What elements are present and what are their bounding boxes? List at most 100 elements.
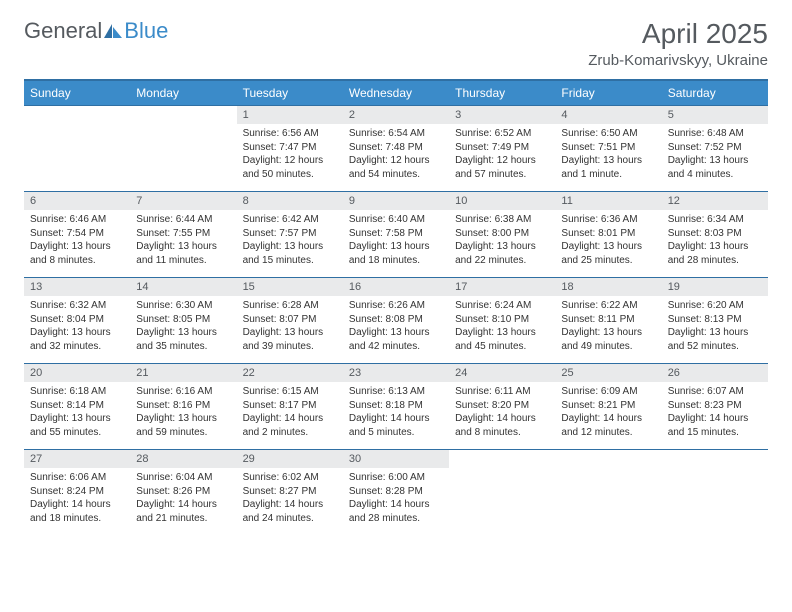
day-details: Sunrise: 6:28 AMSunset: 8:07 PMDaylight:… xyxy=(237,296,343,357)
header: General Blue April 2025 Zrub-Komarivskyy… xyxy=(24,18,768,69)
day-details: Sunrise: 6:04 AMSunset: 8:26 PMDaylight:… xyxy=(130,468,236,529)
day-number: 1 xyxy=(237,106,343,124)
day-number: 2 xyxy=(343,106,449,124)
day-details: Sunrise: 6:26 AMSunset: 8:08 PMDaylight:… xyxy=(343,296,449,357)
calendar-cell: 19Sunrise: 6:20 AMSunset: 8:13 PMDayligh… xyxy=(662,278,768,364)
calendar-cell: 26Sunrise: 6:07 AMSunset: 8:23 PMDayligh… xyxy=(662,364,768,450)
location: Zrub-Komarivskyy, Ukraine xyxy=(588,52,768,69)
day-details: Sunrise: 6:32 AMSunset: 8:04 PMDaylight:… xyxy=(24,296,130,357)
calendar-cell: 17Sunrise: 6:24 AMSunset: 8:10 PMDayligh… xyxy=(449,278,555,364)
day-header: Sunday xyxy=(24,80,130,106)
calendar-cell: .. xyxy=(130,106,236,192)
day-details: Sunrise: 6:16 AMSunset: 8:16 PMDaylight:… xyxy=(130,382,236,443)
day-details: Sunrise: 6:42 AMSunset: 7:57 PMDaylight:… xyxy=(237,210,343,271)
calendar-cell: 21Sunrise: 6:16 AMSunset: 8:16 PMDayligh… xyxy=(130,364,236,450)
calendar-cell: 28Sunrise: 6:04 AMSunset: 8:26 PMDayligh… xyxy=(130,450,236,536)
calendar-cell: 16Sunrise: 6:26 AMSunset: 8:08 PMDayligh… xyxy=(343,278,449,364)
calendar-cell: 24Sunrise: 6:11 AMSunset: 8:20 PMDayligh… xyxy=(449,364,555,450)
calendar-cell: 30Sunrise: 6:00 AMSunset: 8:28 PMDayligh… xyxy=(343,450,449,536)
day-number: 20 xyxy=(24,364,130,382)
logo-sail-icon xyxy=(102,22,124,40)
day-header: Wednesday xyxy=(343,80,449,106)
day-details: Sunrise: 6:09 AMSunset: 8:21 PMDaylight:… xyxy=(555,382,661,443)
day-number: 3 xyxy=(449,106,555,124)
day-details: Sunrise: 6:44 AMSunset: 7:55 PMDaylight:… xyxy=(130,210,236,271)
calendar-cell: 10Sunrise: 6:38 AMSunset: 8:00 PMDayligh… xyxy=(449,192,555,278)
logo-text-blue: Blue xyxy=(124,18,168,44)
calendar-cell: 1Sunrise: 6:56 AMSunset: 7:47 PMDaylight… xyxy=(237,106,343,192)
day-number: 19 xyxy=(662,278,768,296)
calendar-cell: 22Sunrise: 6:15 AMSunset: 8:17 PMDayligh… xyxy=(237,364,343,450)
calendar-cell: 6Sunrise: 6:46 AMSunset: 7:54 PMDaylight… xyxy=(24,192,130,278)
day-details: Sunrise: 6:20 AMSunset: 8:13 PMDaylight:… xyxy=(662,296,768,357)
day-number: 15 xyxy=(237,278,343,296)
calendar-cell: .. xyxy=(662,450,768,536)
calendar-cell: 2Sunrise: 6:54 AMSunset: 7:48 PMDaylight… xyxy=(343,106,449,192)
day-number: 25 xyxy=(555,364,661,382)
calendar-cell: 13Sunrise: 6:32 AMSunset: 8:04 PMDayligh… xyxy=(24,278,130,364)
day-details: Sunrise: 6:34 AMSunset: 8:03 PMDaylight:… xyxy=(662,210,768,271)
day-number: 8 xyxy=(237,192,343,210)
calendar-cell: 23Sunrise: 6:13 AMSunset: 8:18 PMDayligh… xyxy=(343,364,449,450)
logo: General Blue xyxy=(24,18,168,44)
calendar-cell: 11Sunrise: 6:36 AMSunset: 8:01 PMDayligh… xyxy=(555,192,661,278)
day-header: Monday xyxy=(130,80,236,106)
day-number: 18 xyxy=(555,278,661,296)
day-details: Sunrise: 6:11 AMSunset: 8:20 PMDaylight:… xyxy=(449,382,555,443)
calendar-cell: 3Sunrise: 6:52 AMSunset: 7:49 PMDaylight… xyxy=(449,106,555,192)
day-details: Sunrise: 6:48 AMSunset: 7:52 PMDaylight:… xyxy=(662,124,768,185)
day-number: 6 xyxy=(24,192,130,210)
day-number: 29 xyxy=(237,450,343,468)
day-number: 4 xyxy=(555,106,661,124)
day-details: Sunrise: 6:40 AMSunset: 7:58 PMDaylight:… xyxy=(343,210,449,271)
day-details: Sunrise: 6:52 AMSunset: 7:49 PMDaylight:… xyxy=(449,124,555,185)
day-number: 11 xyxy=(555,192,661,210)
calendar-cell: .. xyxy=(555,450,661,536)
calendar-cell: 8Sunrise: 6:42 AMSunset: 7:57 PMDaylight… xyxy=(237,192,343,278)
day-number: 23 xyxy=(343,364,449,382)
month-title: April 2025 xyxy=(588,18,768,50)
day-number: 26 xyxy=(662,364,768,382)
day-details: Sunrise: 6:02 AMSunset: 8:27 PMDaylight:… xyxy=(237,468,343,529)
calendar-cell: 4Sunrise: 6:50 AMSunset: 7:51 PMDaylight… xyxy=(555,106,661,192)
calendar-cell: 18Sunrise: 6:22 AMSunset: 8:11 PMDayligh… xyxy=(555,278,661,364)
day-number: 9 xyxy=(343,192,449,210)
calendar-cell: 20Sunrise: 6:18 AMSunset: 8:14 PMDayligh… xyxy=(24,364,130,450)
calendar-cell: 5Sunrise: 6:48 AMSunset: 7:52 PMDaylight… xyxy=(662,106,768,192)
day-number: 12 xyxy=(662,192,768,210)
day-number: 10 xyxy=(449,192,555,210)
day-details: Sunrise: 6:24 AMSunset: 8:10 PMDaylight:… xyxy=(449,296,555,357)
day-number: 30 xyxy=(343,450,449,468)
day-details: Sunrise: 6:22 AMSunset: 8:11 PMDaylight:… xyxy=(555,296,661,357)
calendar-cell: 9Sunrise: 6:40 AMSunset: 7:58 PMDaylight… xyxy=(343,192,449,278)
calendar-cell: 27Sunrise: 6:06 AMSunset: 8:24 PMDayligh… xyxy=(24,450,130,536)
logo-text-general: General xyxy=(24,18,102,44)
calendar-cell: .. xyxy=(24,106,130,192)
calendar-table: SundayMondayTuesdayWednesdayThursdayFrid… xyxy=(24,79,768,536)
day-details: Sunrise: 6:56 AMSunset: 7:47 PMDaylight:… xyxy=(237,124,343,185)
day-header: Saturday xyxy=(662,80,768,106)
day-number: 27 xyxy=(24,450,130,468)
day-number: 7 xyxy=(130,192,236,210)
calendar-cell: 15Sunrise: 6:28 AMSunset: 8:07 PMDayligh… xyxy=(237,278,343,364)
calendar-cell: 12Sunrise: 6:34 AMSunset: 8:03 PMDayligh… xyxy=(662,192,768,278)
day-number: 5 xyxy=(662,106,768,124)
calendar-cell: .. xyxy=(449,450,555,536)
day-number: 14 xyxy=(130,278,236,296)
day-details: Sunrise: 6:36 AMSunset: 8:01 PMDaylight:… xyxy=(555,210,661,271)
day-details: Sunrise: 6:13 AMSunset: 8:18 PMDaylight:… xyxy=(343,382,449,443)
day-number: 28 xyxy=(130,450,236,468)
day-details: Sunrise: 6:50 AMSunset: 7:51 PMDaylight:… xyxy=(555,124,661,185)
day-details: Sunrise: 6:15 AMSunset: 8:17 PMDaylight:… xyxy=(237,382,343,443)
day-header: Tuesday xyxy=(237,80,343,106)
day-number: 13 xyxy=(24,278,130,296)
day-details: Sunrise: 6:07 AMSunset: 8:23 PMDaylight:… xyxy=(662,382,768,443)
day-details: Sunrise: 6:54 AMSunset: 7:48 PMDaylight:… xyxy=(343,124,449,185)
day-header: Friday xyxy=(555,80,661,106)
day-number: 16 xyxy=(343,278,449,296)
calendar-cell: 14Sunrise: 6:30 AMSunset: 8:05 PMDayligh… xyxy=(130,278,236,364)
calendar-cell: 7Sunrise: 6:44 AMSunset: 7:55 PMDaylight… xyxy=(130,192,236,278)
day-number: 22 xyxy=(237,364,343,382)
day-number: 17 xyxy=(449,278,555,296)
day-details: Sunrise: 6:00 AMSunset: 8:28 PMDaylight:… xyxy=(343,468,449,529)
